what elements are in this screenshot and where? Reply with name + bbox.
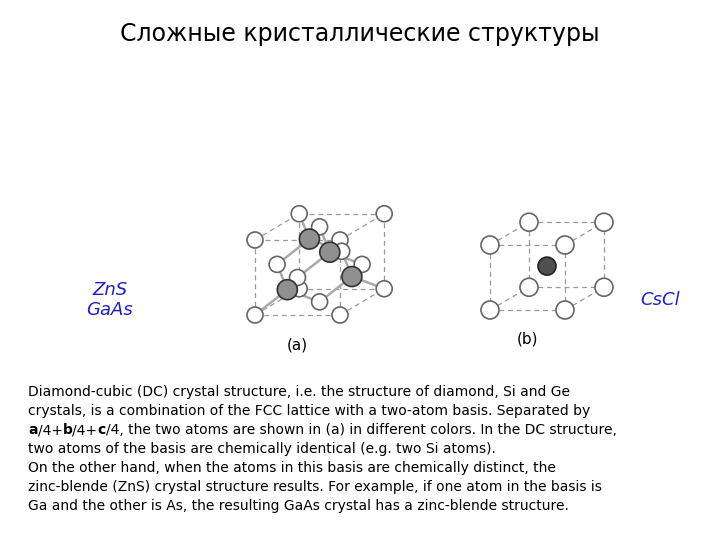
- Text: /4+: /4+: [37, 423, 63, 437]
- Circle shape: [277, 280, 297, 300]
- Text: c: c: [97, 423, 106, 437]
- Circle shape: [595, 213, 613, 231]
- Circle shape: [520, 213, 538, 231]
- Text: CsCl: CsCl: [640, 291, 680, 309]
- Circle shape: [376, 206, 392, 222]
- Circle shape: [354, 256, 370, 272]
- Text: (b): (b): [517, 332, 539, 347]
- Text: ZnS
GaAs: ZnS GaAs: [86, 281, 133, 319]
- Circle shape: [300, 229, 320, 249]
- Text: Ga and the other is As, the resulting GaAs crystal has a zinc-blende structure.: Ga and the other is As, the resulting Ga…: [28, 499, 569, 513]
- Text: two atoms of the basis are chemically identical (e.g. two Si atoms).: two atoms of the basis are chemically id…: [28, 442, 496, 456]
- Text: Сложные кристаллические структуры: Сложные кристаллические структуры: [120, 22, 600, 46]
- Circle shape: [481, 301, 499, 319]
- Circle shape: [342, 267, 362, 287]
- Text: Diamond-cubic (DC) crystal structure, i.e. the structure of diamond, Si and Ge: Diamond-cubic (DC) crystal structure, i.…: [28, 385, 570, 399]
- Circle shape: [291, 281, 307, 297]
- Text: On the other hand, when the atoms in this basis are chemically distinct, the: On the other hand, when the atoms in thi…: [28, 461, 556, 475]
- Text: crystals, is a combination of the FCC lattice with a two-atom basis. Separated b: crystals, is a combination of the FCC la…: [28, 404, 590, 418]
- Circle shape: [376, 281, 392, 297]
- Circle shape: [333, 243, 350, 259]
- Circle shape: [247, 232, 263, 248]
- Circle shape: [332, 307, 348, 323]
- Circle shape: [556, 301, 574, 319]
- Circle shape: [247, 307, 263, 323]
- Circle shape: [269, 256, 285, 272]
- Circle shape: [312, 219, 328, 235]
- Circle shape: [291, 206, 307, 222]
- Circle shape: [312, 294, 328, 310]
- Circle shape: [538, 257, 556, 275]
- Circle shape: [332, 232, 348, 248]
- Text: b: b: [63, 423, 73, 437]
- Text: /4, the two atoms are shown in (a) in different colors. In the DC structure,: /4, the two atoms are shown in (a) in di…: [106, 423, 616, 437]
- Circle shape: [595, 278, 613, 296]
- Text: (a): (a): [287, 337, 308, 352]
- Circle shape: [320, 242, 340, 262]
- Circle shape: [556, 236, 574, 254]
- Text: /4+: /4+: [73, 423, 97, 437]
- Circle shape: [289, 269, 305, 286]
- Circle shape: [520, 278, 538, 296]
- Text: zinc-blende (ZnS) crystal structure results. For example, if one atom in the bas: zinc-blende (ZnS) crystal structure resu…: [28, 480, 602, 494]
- Text: a: a: [28, 423, 37, 437]
- Circle shape: [481, 236, 499, 254]
